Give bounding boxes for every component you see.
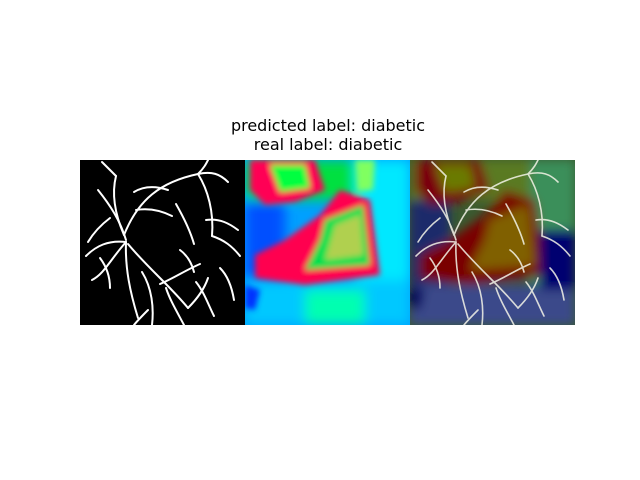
heatmap-overlay-image [410, 160, 575, 325]
vessel-segmentation-image [80, 160, 245, 325]
activation-heatmap-image [245, 160, 410, 325]
predicted-label-title: predicted label: diabetic [230, 116, 426, 135]
real-label-title: real label: diabetic [253, 135, 403, 154]
